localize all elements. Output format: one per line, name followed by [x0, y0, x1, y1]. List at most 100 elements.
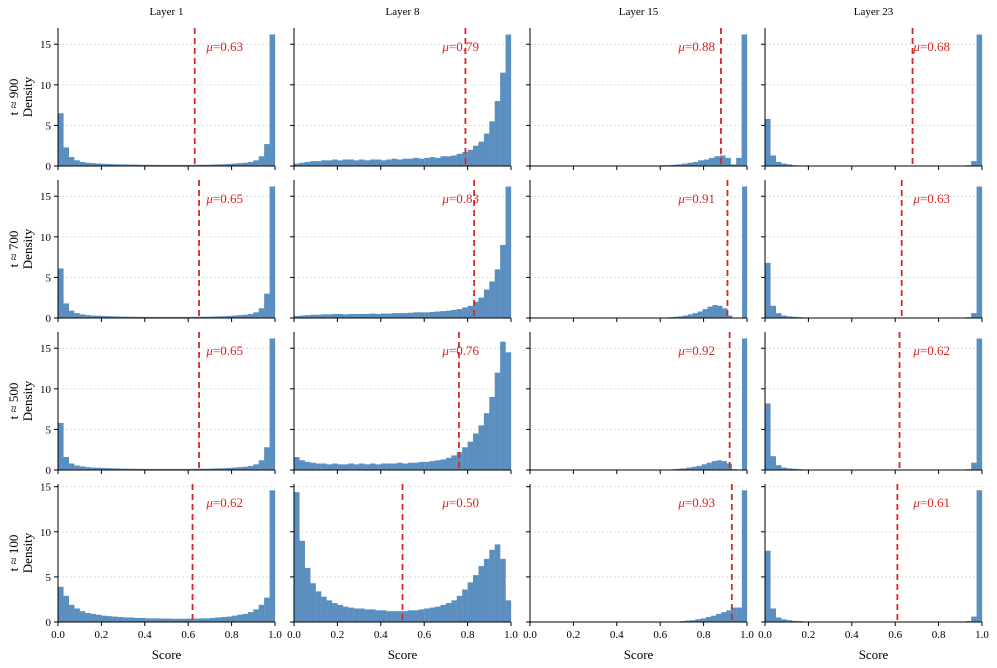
histogram-bar [775, 617, 782, 622]
histogram-bar [681, 468, 687, 470]
mean-annotation: μ=0.65 [205, 191, 243, 206]
histogram-bar [342, 464, 349, 470]
histogram-bar [726, 610, 732, 622]
histogram-bar [258, 308, 265, 318]
histogram-bar [397, 462, 403, 470]
histogram-bar [712, 305, 718, 318]
mean-symbol: μ [205, 39, 213, 54]
histogram-bar [494, 544, 501, 622]
histogram-bar [971, 161, 977, 166]
histogram-bar [220, 164, 227, 166]
x-tick-label: 0.2 [567, 629, 581, 641]
histogram-bar [413, 610, 419, 622]
histogram-bar [166, 468, 173, 470]
histogram-bar [709, 157, 715, 166]
histogram-bar [337, 604, 343, 622]
mean-value: 0.62 [927, 343, 950, 358]
histogram-bar [435, 606, 441, 622]
x-tick-label: 0.8 [932, 629, 946, 641]
histogram-bar [123, 164, 129, 166]
histogram-bar [331, 463, 338, 470]
histogram-bar [315, 591, 322, 622]
histogram-bar [397, 313, 403, 318]
histogram-bar [90, 467, 97, 470]
mean-equals: = [920, 495, 927, 510]
histogram-bar [209, 164, 216, 166]
histogram-bar [781, 315, 787, 318]
panel-t-500-layer-23: μ=0.62 [761, 332, 983, 474]
histogram-bar [150, 316, 156, 318]
histogram-bar [310, 462, 316, 470]
histogram-bar [478, 566, 485, 622]
histogram-bar [700, 618, 706, 622]
histogram-bar [79, 611, 86, 622]
histogram-bar [171, 316, 178, 318]
panel-t-100-layer-23: 0.0 0.2 0.4 0.6 0.8 1.0 μ=0.61 [758, 484, 989, 641]
histogram-bar [687, 314, 693, 318]
histogram-bar [106, 616, 113, 622]
histogram-bar [500, 558, 506, 622]
histogram-bar [494, 372, 501, 470]
x-tick-label: 0.4 [610, 629, 624, 641]
histogram-bar [765, 550, 771, 622]
histogram-bar [299, 540, 306, 622]
histogram-bar [971, 462, 977, 470]
histogram-bar [237, 163, 243, 166]
histogram-bar [188, 164, 194, 166]
histogram-bar [106, 163, 113, 166]
histogram-bar [489, 549, 495, 622]
histogram-bar [721, 612, 727, 622]
histogram-bar [204, 316, 211, 318]
histogram-bar [741, 490, 748, 622]
x-tick-label: 0.0 [51, 629, 65, 641]
histogram-bar [682, 315, 688, 318]
histogram-bar [321, 596, 327, 622]
histogram-bar [375, 610, 381, 622]
histogram-bar [467, 305, 474, 318]
histogram-bar [269, 338, 276, 470]
histogram-bar [237, 614, 243, 622]
mean-annotation: μ=0.68 [912, 39, 950, 54]
histogram-bar [677, 316, 684, 318]
mean-value: 0.63 [927, 191, 950, 206]
histogram-bar [74, 160, 80, 166]
y-axis-label-2: Density [20, 380, 35, 421]
histogram-bar [380, 313, 387, 318]
histogram-bar [695, 619, 701, 622]
row-label-group-0: t ≈ 900 Density [6, 76, 35, 117]
histogram-bar [79, 314, 86, 318]
panel-t-500-layer-8: μ=0.76 [290, 332, 512, 474]
mean-value: 0.65 [220, 191, 243, 206]
histogram-bar [193, 468, 200, 470]
histogram-bar [139, 468, 145, 470]
mean-equals: = [685, 39, 692, 54]
mean-value: 0.76 [456, 343, 479, 358]
y-tick-label: 5 [46, 424, 52, 436]
histogram-bar [269, 34, 276, 166]
histogram-bar [139, 617, 145, 622]
y-axis-label-1: Density [20, 228, 35, 269]
histogram-bar [369, 313, 376, 318]
histogram-bar [451, 309, 457, 318]
column-title-layer-1: Layer 1 [150, 6, 184, 18]
mean-equals: = [685, 495, 692, 510]
histogram-bar [364, 160, 371, 166]
mean-symbol: μ [205, 495, 213, 510]
mean-value: 0.93 [692, 495, 715, 510]
histogram-bar [144, 468, 151, 470]
histogram-bar [242, 613, 249, 622]
histogram-bar [736, 157, 742, 166]
histogram-bar [462, 589, 468, 622]
histogram-bar [117, 164, 124, 166]
mean-value: 0.79 [456, 39, 479, 54]
histogram-bar [123, 617, 129, 622]
histogram-bar [402, 313, 409, 318]
histogram-bar [364, 313, 371, 318]
histogram-bar [269, 186, 276, 318]
histogram-bar [407, 610, 414, 622]
histogram-bar [494, 101, 501, 166]
y-tick-label: 0 [46, 313, 52, 325]
histogram-bar [215, 468, 221, 470]
histogram-bar [117, 316, 124, 318]
mean-annotation: μ=0.88 [677, 39, 715, 54]
